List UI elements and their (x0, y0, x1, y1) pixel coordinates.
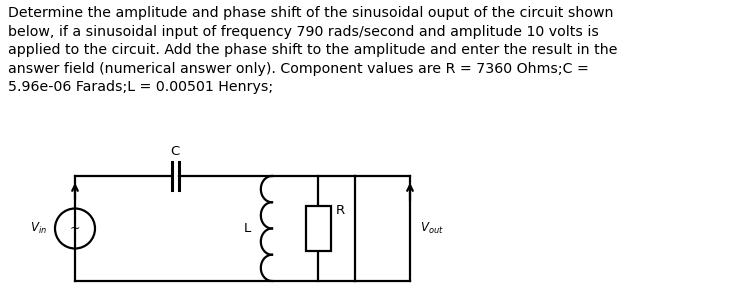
Text: ~: ~ (70, 222, 80, 235)
Text: Determine the amplitude and phase shift of the sinusoidal ouput of the circuit s: Determine the amplitude and phase shift … (8, 6, 617, 95)
Text: $V_{in}$: $V_{in}$ (30, 221, 47, 236)
Text: C: C (170, 145, 180, 158)
Bar (306, 206, 331, 251)
Text: R: R (336, 204, 345, 217)
Text: L: L (243, 222, 251, 235)
Text: $V_{out}$: $V_{out}$ (420, 221, 443, 236)
